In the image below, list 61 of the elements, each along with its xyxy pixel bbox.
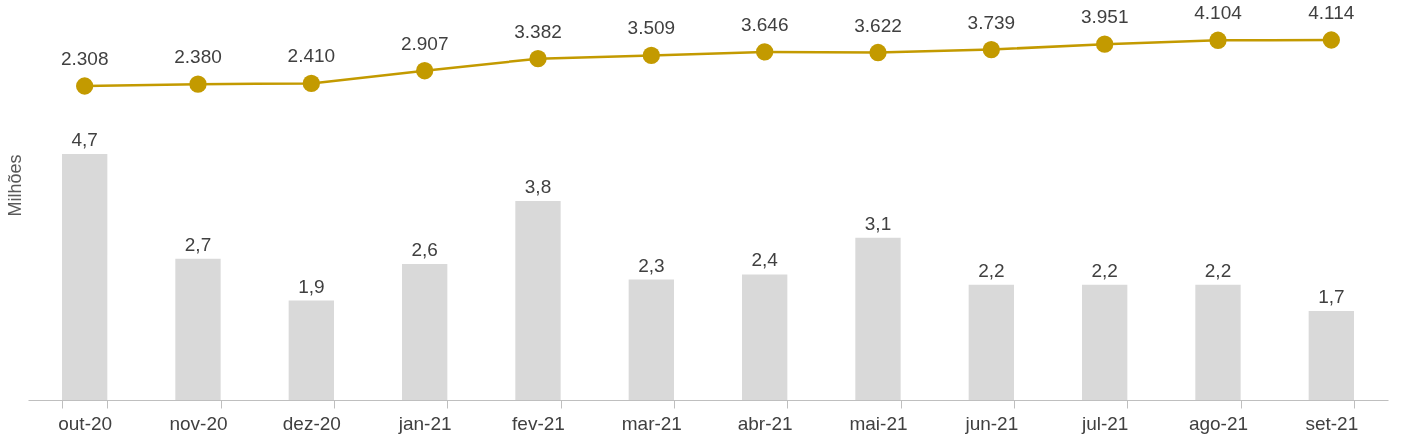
x-tick-label: jul-21 (1080, 412, 1129, 434)
x-tick-label: mai-21 (849, 412, 908, 434)
x-tick-label: dez-20 (282, 412, 341, 434)
point (189, 75, 207, 93)
data-label: 2,3 (638, 254, 665, 276)
point (642, 46, 660, 65)
data-label: 2,2 (1204, 259, 1232, 281)
x-tick-label: jan-21 (397, 412, 452, 434)
data-label: 3,1 (864, 212, 892, 234)
point (529, 50, 547, 68)
point (302, 74, 320, 93)
bar (855, 237, 901, 400)
data-label: 2,4 (751, 249, 779, 271)
data-label: 2.410 (287, 45, 336, 67)
data-label: 3,8 (524, 176, 552, 198)
data-label: 4.114 (1308, 2, 1355, 23)
data-label: 1,7 (1318, 286, 1345, 308)
data-label: 3.951 (1080, 6, 1129, 28)
bar (968, 284, 1014, 400)
data-label: 4,7 (71, 129, 98, 150)
data-label: 2.308 (60, 48, 109, 69)
x-tick-label: ago-21 (1188, 412, 1249, 434)
data-label: 2,2 (978, 259, 1005, 281)
bar (742, 274, 788, 400)
bar (1082, 284, 1128, 400)
bar (402, 263, 448, 400)
bar (1195, 284, 1241, 400)
x-tick-label: nov-20 (169, 412, 228, 434)
bar (1308, 311, 1354, 400)
data-label: 3.646 (740, 13, 789, 35)
bar (515, 201, 561, 400)
x-tick-label: fev-21 (512, 412, 565, 434)
point (1209, 31, 1227, 49)
y-axis-title: Milhões (4, 154, 25, 217)
point (982, 40, 1000, 59)
bar (288, 300, 334, 400)
point (869, 43, 887, 62)
point (1096, 35, 1114, 53)
point (76, 77, 94, 95)
point (1322, 31, 1340, 49)
point (756, 43, 774, 61)
data-label: 3.622 (854, 14, 902, 36)
data-label: 3.739 (967, 11, 1016, 33)
x-tick-label: mar-21 (621, 412, 682, 434)
bar (62, 154, 108, 400)
data-label: 3.509 (627, 17, 676, 39)
x-tick-label: set-21 (1305, 412, 1359, 434)
point (416, 62, 434, 80)
data-label: 2.380 (174, 46, 222, 68)
bar (175, 258, 221, 400)
data-label: 1,9 (298, 275, 325, 297)
x-tick-label: jun-21 (964, 412, 1019, 434)
data-label: 2,2 (1091, 259, 1118, 281)
bar (628, 279, 674, 400)
x-tick-label: out-20 (58, 412, 113, 434)
data-label: 2,7 (184, 233, 212, 255)
data-label: 2.907 (400, 32, 449, 54)
data-label: 3.382 (514, 20, 562, 42)
data-label: 4.104 (1194, 2, 1243, 24)
x-tick-label: abr-21 (737, 412, 793, 434)
data-label: 2,6 (411, 238, 438, 260)
